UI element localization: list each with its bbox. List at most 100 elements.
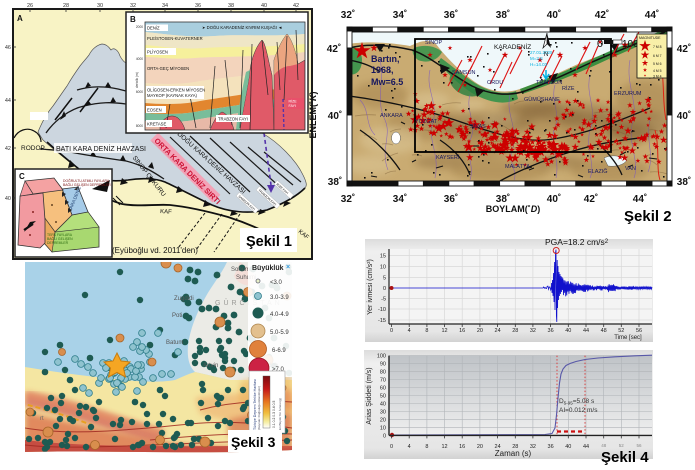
svg-text:38˚: 38˚: [677, 176, 691, 188]
svg-text:100: 100: [622, 39, 639, 50]
svg-text:H=14.03: H=14.03: [530, 62, 548, 67]
svg-text:RODOP: RODOP: [21, 145, 45, 152]
svg-text:ENLEM(˚K): ENLEM(˚K): [308, 92, 318, 139]
svg-text:42˚: 42˚: [595, 9, 609, 21]
svg-text:Şekil 2: Şekil 2: [624, 208, 672, 225]
svg-text:RİZE: RİZE: [289, 99, 298, 104]
svg-text:6000: 6000: [136, 90, 143, 94]
svg-text:0: 0: [383, 433, 386, 439]
svg-text:90: 90: [380, 362, 386, 368]
svg-text:48: 48: [601, 328, 607, 334]
svg-text:40: 40: [5, 196, 11, 202]
svg-text:RİZE: RİZE: [562, 85, 575, 92]
svg-text:60: 60: [380, 386, 386, 392]
svg-text:Şekil 3: Şekil 3: [231, 434, 276, 450]
svg-text:PLEİSTOSEN-KUVATERNER: PLEİSTOSEN-KUVATERNER: [147, 36, 203, 41]
svg-text:42˚: 42˚: [677, 43, 691, 55]
svg-text:Mw=6.5: Mw=6.5: [371, 77, 403, 87]
svg-text:6 M 7: 6 M 7: [653, 54, 662, 58]
svg-text:5: 5: [383, 276, 386, 282]
svg-text:M=3.8: M=3.8: [530, 56, 543, 61]
svg-text:Bartın,: Bartın,: [371, 54, 400, 64]
svg-text:4: 4: [408, 328, 411, 334]
svg-text:OLİGOSEN-ERKEN MİYOSEN: OLİGOSEN-ERKEN MİYOSEN: [147, 88, 205, 93]
svg-text:40˚: 40˚: [547, 9, 561, 21]
svg-text:40: 40: [565, 444, 571, 450]
svg-text:40˚: 40˚: [328, 110, 342, 122]
svg-text:➤ DOĞU KARADENİZ KIVRIM KUŞAĞI: ➤ DOĞU KARADENİZ KIVRIM KUŞAĞI ◄: [202, 25, 282, 30]
svg-text:Büyüklük: Büyüklük: [252, 265, 284, 272]
svg-text:DENİZ: DENİZ: [147, 26, 160, 31]
svg-text:32: 32: [530, 444, 536, 450]
svg-text:34˚: 34˚: [393, 9, 407, 21]
svg-text:36: 36: [548, 328, 554, 334]
svg-text:BAĞLI GELİŞEN: BAĞLI GELİŞEN: [47, 236, 73, 241]
svg-text:0: 0: [597, 38, 603, 50]
svg-text:24: 24: [495, 444, 501, 450]
svg-text:0: 0: [390, 328, 393, 334]
svg-text:KAYSERİ: KAYSERİ: [436, 154, 460, 161]
svg-text:TRABZON: TRABZON: [536, 80, 562, 86]
svg-text:Zaman (s): Zaman (s): [495, 449, 532, 458]
svg-text:36˚: 36˚: [444, 9, 458, 21]
svg-text:A: A: [17, 14, 23, 23]
svg-text:7 M 8: 7 M 8: [653, 45, 662, 49]
svg-text:DEPREMLER: DEPREMLER: [47, 241, 69, 245]
svg-text:D5-95=5.08 s: D5-95=5.08 s: [559, 398, 595, 406]
svg-text:38˚: 38˚: [328, 176, 342, 188]
svg-text:80: 80: [380, 370, 386, 376]
svg-text:SİNOP: SİNOP: [425, 39, 442, 46]
svg-text:52: 52: [618, 328, 624, 334]
svg-text:24: 24: [495, 328, 501, 334]
svg-text:PGA=18.2 cm/s2: PGA=18.2 cm/s2: [545, 237, 609, 247]
svg-text:MAGNITUDE: MAGNITUDE: [639, 36, 661, 40]
svg-text:56: 56: [636, 443, 642, 448]
svg-text:Suhumi: Suhumi: [236, 275, 256, 281]
svg-text:Şekil 1: Şekil 1: [246, 234, 292, 250]
svg-text:40: 40: [380, 402, 386, 408]
svg-text:32˚: 32˚: [341, 193, 355, 205]
svg-text:SİVAS: SİVAS: [470, 123, 486, 130]
svg-text:ELAZIĞ: ELAZIĞ: [588, 168, 608, 175]
svg-text:48: 48: [601, 443, 607, 448]
svg-text:C: C: [19, 172, 25, 181]
svg-text:KAF: KAF: [160, 209, 172, 216]
svg-text:YOZGAT: YOZGAT: [415, 119, 438, 125]
svg-text:28: 28: [512, 444, 518, 450]
svg-text:EOSEN: EOSEN: [147, 108, 162, 113]
svg-text:36: 36: [195, 3, 201, 9]
svg-text:44: 44: [5, 98, 11, 104]
svg-text:>7.0: >7.0: [272, 367, 285, 373]
svg-text:×: ×: [286, 264, 290, 271]
svg-text:VAN: VAN: [625, 166, 636, 172]
svg-text:Artvin: Artvin: [203, 363, 218, 369]
svg-text:En Büyük Yer İvmesi (g): En Büyük Yer İvmesi (g): [277, 398, 282, 430]
svg-text:12: 12: [441, 444, 447, 450]
svg-text:20: 20: [477, 328, 483, 334]
svg-text:KARADENİZ: KARADENİZ: [494, 42, 531, 51]
svg-text:GÜRCİSTAN: GÜRCİSTAN: [215, 298, 283, 307]
svg-text:TERS FAYLARA: TERS FAYLARA: [47, 233, 73, 237]
svg-text:28: 28: [63, 3, 69, 9]
svg-text:16: 16: [459, 444, 465, 450]
svg-text:5 M 6: 5 M 6: [653, 62, 662, 66]
svg-text:8: 8: [425, 444, 428, 450]
svg-text:50: 50: [380, 394, 386, 400]
svg-text:36˚: 36˚: [444, 193, 458, 205]
svg-text:42˚: 42˚: [584, 193, 598, 205]
svg-text:0.1 0.2 0.3 0.4 0.5: 0.1 0.2 0.3 0.4 0.5: [272, 401, 276, 428]
svg-text:27.01.2025: 27.01.2025: [530, 50, 553, 55]
svg-text:TRABZON FAYI: TRABZON FAYI: [218, 117, 248, 122]
svg-text:MALATYA: MALATYA: [505, 164, 530, 170]
svg-text:8000: 8000: [136, 124, 143, 128]
svg-text:Yer ivmesi (cm/s²): Yer ivmesi (cm/s²): [367, 259, 374, 315]
svg-text:30: 30: [380, 410, 386, 416]
svg-text:derinlik (m): derinlik (m): [135, 72, 139, 88]
svg-text:Poti: Poti: [172, 313, 182, 319]
svg-text:44: 44: [583, 328, 589, 334]
svg-text:KRETASE: KRETASE: [147, 122, 166, 127]
svg-text:Time [sec]: Time [sec]: [614, 335, 642, 341]
svg-text:PLİYOSEN: PLİYOSEN: [147, 50, 168, 55]
svg-text:Türkiye Deprem Tehlike Haritas: Türkiye Deprem Tehlike Haritası: [253, 379, 257, 430]
svg-text:GÜMÜŞHANE: GÜMÜŞHANE: [524, 96, 560, 103]
